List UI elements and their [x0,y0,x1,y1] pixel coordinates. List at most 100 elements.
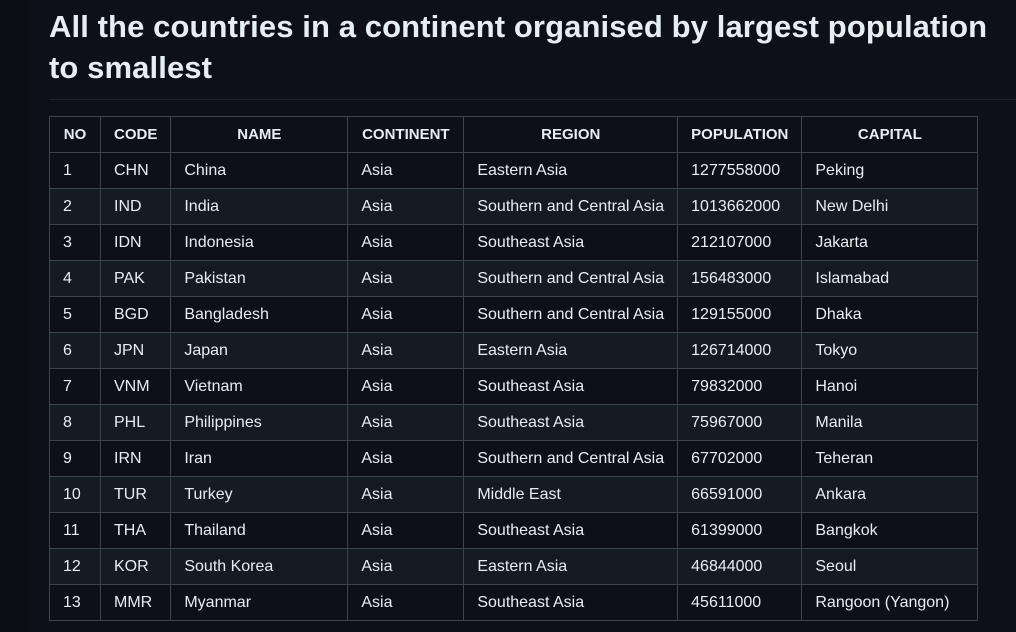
table-row: 1 CHN China Asia Eastern Asia 1277558000 Pekin… [49,152,979,189]
column-header-region: REGION [463,116,679,153]
cell-population: 45611000 [677,584,803,621]
cell-no: 11 [49,512,101,549]
column-header-continent: CONTINENT [347,116,465,153]
cell-code: TUR [99,476,172,513]
cell-capital: Seoul [801,548,979,585]
cell-no: 5 [49,296,101,333]
cell-continent: Asia [347,368,465,405]
cell-continent: Asia [347,152,465,189]
cell-region: Middle East [463,476,679,513]
cell-name: Myanmar [170,584,349,621]
column-header-code: CODE [99,116,172,153]
cell-code: BGD [99,296,172,333]
cell-continent: Asia [347,188,465,225]
cell-no: 3 [49,224,101,261]
cell-population: 46844000 [677,548,803,585]
cell-population: 1013662000 [677,188,803,225]
title-divider [49,99,1016,100]
cell-region: Southeast Asia [463,584,679,621]
table-row: 6 JPN Japan Asia Eastern Asia 126714000 Tokyo [49,332,979,369]
cell-capital: New Delhi [801,188,979,225]
cell-code: KOR [99,548,172,585]
cell-capital: Ankara [801,476,979,513]
cell-name: Iran [170,440,349,477]
cell-code: IDN [99,224,172,261]
cell-region: Southern and Central Asia [463,440,679,477]
left-gutter [0,0,28,632]
main-content: All the countries in a continent organis… [49,0,1016,621]
cell-capital: Hanoi [801,368,979,405]
cell-code: JPN [99,332,172,369]
cell-name: Bangladesh [170,296,349,333]
cell-population: 67702000 [677,440,803,477]
cell-region: Southeast Asia [463,404,679,441]
cell-no: 1 [49,152,101,189]
cell-continent: Asia [347,332,465,369]
page-title: All the countries in a continent organis… [49,9,988,85]
cell-region: Eastern Asia [463,548,679,585]
cell-region: Southern and Central Asia [463,260,679,297]
cell-continent: Asia [347,404,465,441]
table-body: 1 CHN China Asia Eastern Asia 1277558000 Pekin… [49,152,979,621]
cell-no: 10 [49,476,101,513]
table-header-row: NO CODE NAME CONTINENT REGION POPULATION… [49,116,979,153]
cell-code: IRN [99,440,172,477]
cell-capital: Jakarta [801,224,979,261]
table-row: 12 KOR South Korea Asia Eastern Asia 46844000… [49,548,979,585]
cell-no: 7 [49,368,101,405]
cell-population: 66591000 [677,476,803,513]
table-row: 5 BGD Bangladesh Asia Southern and Central A… [49,296,979,333]
cell-name: Turkey [170,476,349,513]
cell-code: CHN [99,152,172,189]
cell-code: PHL [99,404,172,441]
cell-no: 13 [49,584,101,621]
cell-population: 1277558000 [677,152,803,189]
cell-capital: Peking [801,152,979,189]
cell-continent: Asia [347,548,465,585]
cell-continent: Asia [347,584,465,621]
table-row: 13 MMR Myanmar Asia Southeast Asia 45611000 Ra… [49,584,979,621]
cell-no: 8 [49,404,101,441]
cell-capital: Bangkok [801,512,979,549]
cell-capital: Rangoon (Yangon) [801,584,979,621]
cell-capital: Teheran [801,440,979,477]
cell-region: Southeast Asia [463,512,679,549]
cell-continent: Asia [347,512,465,549]
column-header-capital: CAPITAL [801,116,979,153]
cell-population: 79832000 [677,368,803,405]
cell-population: 129155000 [677,296,803,333]
cell-name: Japan [170,332,349,369]
cell-region: Eastern Asia [463,332,679,369]
cell-no: 12 [49,548,101,585]
table-row: 2 IND India Asia Southern and Central Asia 10… [49,188,979,225]
cell-capital: Dhaka [801,296,979,333]
cell-region: Southern and Central Asia [463,296,679,333]
cell-capital: Manila [801,404,979,441]
cell-continent: Asia [347,476,465,513]
cell-no: 4 [49,260,101,297]
cell-name: Thailand [170,512,349,549]
cell-code: PAK [99,260,172,297]
cell-name: Vietnam [170,368,349,405]
cell-no: 2 [49,188,101,225]
cell-name: China [170,152,349,189]
cell-population: 61399000 [677,512,803,549]
table-row: 3 IDN Indonesia Asia Southeast Asia 212107000… [49,224,979,261]
table-row: 8 PHL Philippines Asia Southeast Asia 7596700… [49,404,979,441]
cell-population: 156483000 [677,260,803,297]
cell-region: Southeast Asia [463,368,679,405]
table-row: 4 PAK Pakistan Asia Southern and Central Asi… [49,260,979,297]
column-header-population: POPULATION [677,116,803,153]
cell-no: 6 [49,332,101,369]
cell-code: MMR [99,584,172,621]
column-header-name: NAME [170,116,349,153]
cell-population: 212107000 [677,224,803,261]
cell-continent: Asia [347,440,465,477]
cell-region: Southern and Central Asia [463,188,679,225]
cell-continent: Asia [347,224,465,261]
cell-code: IND [99,188,172,225]
cell-capital: Tokyo [801,332,979,369]
table-row: 10 TUR Turkey Asia Middle East 66591000 Ankara [49,476,979,513]
cell-name: Philippines [170,404,349,441]
